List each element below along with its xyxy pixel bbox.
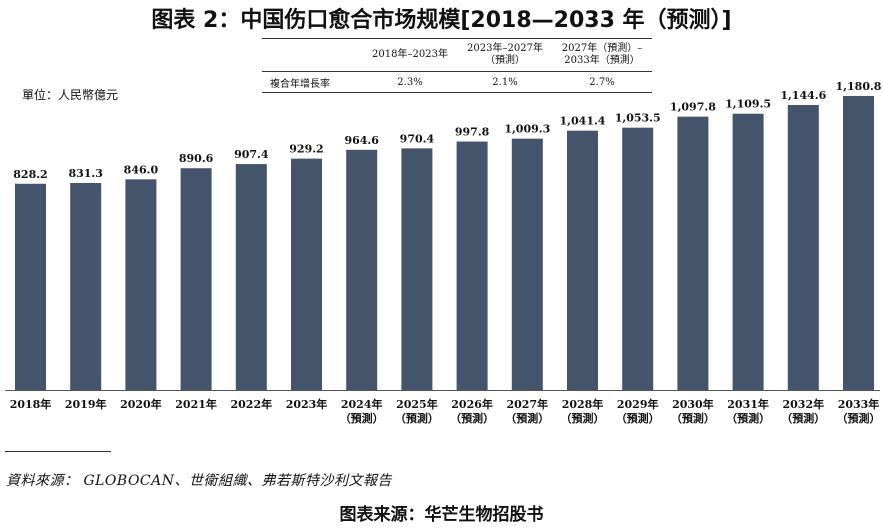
x-tick-label: 2023年	[286, 397, 328, 411]
x-tick-sublabel: （預測）	[671, 411, 715, 425]
x-tick-label: 2019年	[65, 397, 107, 411]
cagr-table: 2018年–2023年 2023年–2027年（預測） 2027年（預測）–20…	[262, 38, 652, 93]
cagr-value-2: 2.1%	[458, 71, 552, 93]
bar-2020年	[125, 179, 157, 390]
data-label: 828.2	[13, 168, 47, 181]
data-label: 964.6	[344, 134, 379, 147]
data-label: 907.4	[234, 148, 269, 161]
bar-2029年	[622, 127, 654, 390]
data-label: 997.8	[455, 126, 490, 139]
bar-2026年	[456, 141, 488, 390]
x-tick-sublabel: （預測）	[505, 411, 549, 425]
cagr-header-3: 2027年（預測）–2033年（預測）	[552, 38, 652, 72]
bar-2024年	[346, 149, 378, 390]
unit-label: 單位：人民幣億元	[22, 88, 119, 102]
x-tick-label: 2018年	[10, 397, 52, 411]
x-tick-sublabel: （預測）	[616, 411, 660, 425]
x-tick-label: 2022年	[230, 397, 272, 411]
cagr-row-label: 複合年增長率	[262, 71, 362, 93]
cagr-header-2: 2023年–2027年（預測）	[458, 38, 552, 72]
chart-title: 图表 2：中国伤口愈合市场规模[2018—2033 年（预测）]	[151, 8, 732, 33]
bar-2025年	[401, 148, 433, 390]
x-tick-label: 2033年	[838, 397, 880, 411]
source-separator	[5, 451, 111, 452]
cagr-value-3: 2.7%	[552, 71, 652, 93]
x-tick-label: 2032年	[782, 397, 824, 411]
bar-2030年	[677, 116, 709, 390]
x-tick-label: 2025年	[396, 397, 438, 411]
x-tick-label: 2027年	[506, 397, 548, 411]
cagr-header-1: 2018年–2023年	[362, 38, 458, 72]
x-tick-label: 2020年	[120, 397, 162, 411]
data-label: 1,041.4	[560, 115, 606, 128]
x-tick-label: 2031年	[727, 397, 769, 411]
bar-2018年	[15, 183, 46, 390]
x-tick-sublabel: （預測）	[726, 411, 770, 425]
x-tick-sublabel: （預測）	[837, 411, 881, 425]
data-label: 1,180.8	[836, 80, 882, 93]
bar-2028年	[567, 130, 598, 390]
data-label: 970.4	[400, 132, 435, 145]
x-tick-label: 2021年	[175, 397, 217, 411]
x-tick-sublabel: （預測）	[450, 411, 494, 425]
bar-2032年	[787, 104, 819, 390]
bar-chart: 828.2 2018年 831.3 2019年 846.0 2020年 890.6 2021年…	[5, 80, 882, 425]
x-tick-label: 2029年	[617, 397, 659, 411]
x-tick-label: 2026年	[451, 397, 493, 411]
x-tick-sublabel: （預測）	[781, 411, 825, 425]
data-label: 1,009.3	[504, 123, 550, 136]
data-label: 1,097.8	[670, 101, 716, 114]
cagr-header-row: 2018年–2023年 2023年–2027年（預測） 2027年（預測）–20…	[262, 38, 652, 72]
bar-2027年	[511, 138, 543, 390]
data-label: 1,053.5	[615, 112, 661, 125]
data-label: 846.0	[124, 163, 159, 176]
cagr-value-1: 2.3%	[362, 71, 458, 93]
bar-2023年	[291, 158, 322, 390]
x-tick-sublabel: （預測）	[395, 411, 439, 425]
x-tick-sublabel: （預測）	[340, 411, 384, 425]
bar-2021年	[180, 168, 212, 390]
bar-2019年	[70, 183, 102, 390]
x-tick-sublabel: （預測）	[561, 411, 605, 425]
data-label: 1,144.6	[780, 89, 826, 102]
x-tick-label: 2028年	[562, 397, 604, 411]
source-note: 資料來源： GLOBOCAN、世衛組織、弗若斯特沙利文報告	[6, 473, 393, 489]
x-tick-label: 2030年	[672, 397, 714, 411]
data-label: 831.3	[68, 167, 102, 180]
bar-2031年	[732, 113, 764, 390]
bar-2033年	[843, 95, 874, 390]
data-label: 890.6	[179, 152, 214, 165]
data-label: 1,109.5	[725, 98, 771, 111]
x-tick-label: 2024年	[341, 397, 383, 411]
data-label: 929.2	[289, 143, 323, 156]
bar-2022年	[235, 164, 267, 390]
cagr-value-row: 複合年增長率 2.3% 2.1% 2.7%	[262, 71, 652, 93]
source-footer: 图表来源：华芒生物招股书	[339, 505, 544, 525]
cagr-header-empty	[262, 38, 362, 72]
